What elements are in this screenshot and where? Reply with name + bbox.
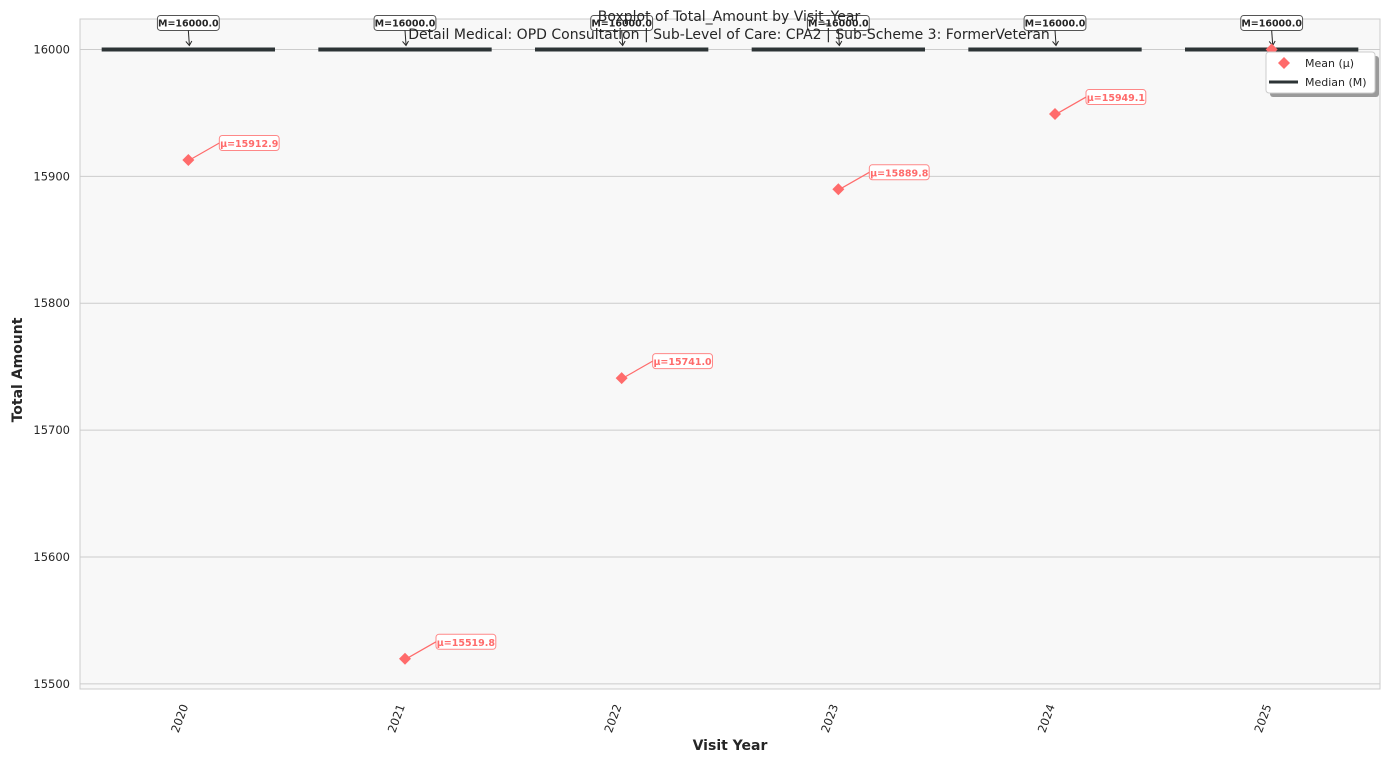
mean-label: μ=15889.8: [870, 168, 929, 179]
mean-label: μ=15741.0: [653, 357, 712, 368]
grid-lines: [80, 48, 1380, 685]
median-arrowhead: [185, 40, 193, 47]
y-tick-label: 15700: [33, 423, 70, 437]
y-tick-label: 15900: [33, 169, 70, 183]
mean-marker: [832, 183, 845, 196]
median-label: M=16000.0: [808, 18, 869, 29]
x-tick-label: 2020: [168, 702, 191, 734]
plot-area: [79, 18, 1381, 690]
legend: Mean (μ) Median (M): [1265, 51, 1379, 97]
mean-marker: [399, 652, 411, 665]
median-arrow: [837, 30, 840, 45]
median-label-box: [1023, 14, 1087, 31]
median-arrow: [1054, 30, 1057, 45]
mean-label-box: [652, 353, 713, 370]
median-arrowhead: [618, 40, 626, 47]
mean-arrow: [841, 171, 870, 189]
x-tick-label: 2025: [1251, 702, 1274, 734]
median-arrowhead: [1052, 40, 1059, 47]
median-label-box: [156, 14, 220, 31]
x-axis-label: Visit Year: [693, 738, 768, 754]
chart-title: Boxplot of Total_Amount by Visit_Year: [598, 9, 861, 25]
y-tick-label: 15800: [33, 296, 70, 310]
mean-label: μ=15949.1: [1087, 93, 1145, 104]
x-tick-labels: 2020 2021 2022 2023 2024 2025: [168, 702, 1275, 734]
mean-arrow: [1057, 96, 1087, 114]
x-tick-label: 2022: [601, 702, 624, 734]
median-label: M=16000.0: [375, 18, 436, 29]
mean-marker: [182, 153, 195, 166]
mean-label-box: [868, 164, 930, 181]
mean-arrow: [191, 142, 220, 160]
mean-label: μ=15912.9: [220, 139, 278, 150]
median-arrow: [404, 30, 407, 45]
y-tick-labels: 15500 15600 15700 15800 15900 16000: [33, 42, 70, 690]
mean-arrow: [624, 360, 653, 378]
mean-arrow: [407, 641, 437, 659]
median-label: M=16000.0: [1025, 18, 1086, 29]
legend-mean-diamond-icon: [1278, 57, 1290, 69]
mean-label-box: [1085, 89, 1147, 106]
median-label-box: [590, 14, 654, 31]
median-arrowhead: [402, 40, 409, 47]
median-arrow: [187, 30, 190, 45]
mean-label-box: [218, 134, 280, 151]
mean-marker: [615, 372, 628, 385]
median-arrow: [621, 30, 624, 45]
chart-subtitle: Detail Medical: OPD Consultation | Sub-L…: [408, 27, 1050, 43]
legend-median-label: Median (M): [1305, 76, 1367, 89]
median-label: M=16000.0: [591, 18, 652, 29]
y-tick-label: 15600: [33, 550, 70, 564]
x-tick-label: 2021: [385, 702, 408, 734]
median-label: M=16000.0: [1241, 18, 1302, 29]
legend-mean-label: Mean (μ): [1305, 57, 1354, 70]
x-tick-label: 2024: [1035, 702, 1058, 734]
median-lines: M=16000.0 M=16000.0 M=16000.0 M=16000.0 M=16…: [101, 14, 1359, 52]
mean-marker: [1049, 108, 1061, 121]
y-tick-label: 15500: [33, 677, 70, 691]
y-axis-label: Total Amount: [10, 317, 26, 422]
median-arrow: [1271, 30, 1274, 45]
median-arrowhead: [835, 40, 843, 47]
y-tick-label: 16000: [33, 42, 70, 56]
mean-markers: μ=15912.9 μ=15519.8 μ=15741.0 μ=15889.8 μ=15…: [182, 43, 1278, 665]
median-label: M=16000.0: [158, 18, 219, 29]
mean-label-box: [435, 633, 497, 650]
x-tick-label: 2023: [818, 702, 841, 734]
mean-label: μ=15519.8: [437, 638, 496, 649]
median-label-box: [373, 14, 437, 31]
